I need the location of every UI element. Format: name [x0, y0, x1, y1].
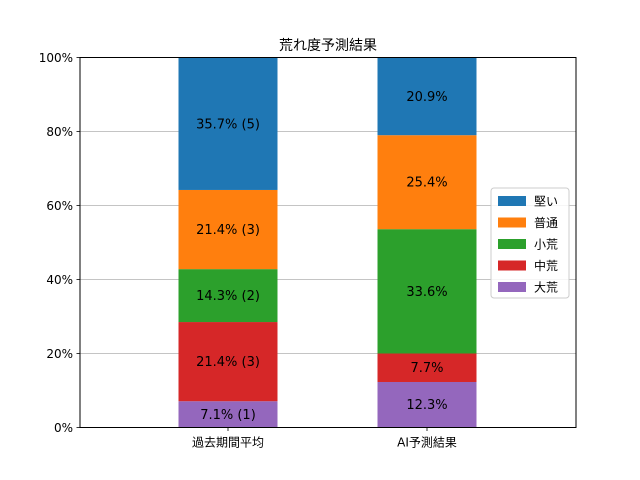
bar-segment	[377, 353, 477, 382]
y-tick-label: 80%	[46, 125, 73, 139]
bars-layer: 7.1% (1) 12.3% 21.4% (3) 7.7% 14.3% (2) 33.6%…	[178, 57, 477, 428]
plot-frame	[79, 57, 577, 428]
legend-label: 堅い	[534, 195, 558, 209]
bar-segment	[377, 57, 477, 136]
bar-data-label: 7.1% (1)	[200, 408, 256, 423]
bar-segment	[178, 57, 278, 190]
bar-segment	[178, 189, 278, 270]
legend-swatch	[498, 260, 526, 271]
legend-swatch	[498, 239, 526, 249]
legend-label: 中荒	[534, 258, 558, 273]
bar-segment	[178, 322, 278, 402]
legend-label: 小荒	[534, 238, 558, 252]
legend-swatch	[498, 196, 526, 206]
bar-segment	[178, 269, 278, 323]
axes-layer: 0% 20% 40% 60% 80% 100% 過去期間平均 AI予測結果	[39, 51, 457, 450]
bar-segment	[178, 401, 278, 428]
bar-segment	[377, 381, 477, 428]
bar-data-label: 20.9%	[406, 90, 447, 105]
legend-label: 普通	[534, 216, 558, 230]
x-tick-label: 過去期間平均	[192, 436, 264, 450]
y-tick-label: 100%	[39, 51, 73, 65]
chart-title: 荒れ度予測結果	[279, 38, 377, 54]
y-tick-label: 20%	[46, 347, 73, 361]
bar-segment	[377, 229, 477, 354]
bar-data-label: 33.6%	[406, 285, 447, 300]
y-tick-label: 60%	[46, 199, 73, 213]
bar-data-label: 21.4% (3)	[196, 355, 260, 370]
legend-swatch	[498, 217, 526, 228]
legend-swatch	[498, 282, 526, 292]
bar-data-label: 14.3% (2)	[196, 289, 260, 304]
bar-data-label: 7.7%	[410, 361, 443, 376]
legend-label: 大荒	[534, 281, 558, 295]
bar-data-label: 12.3%	[406, 398, 447, 413]
bar-data-label: 35.7% (5)	[196, 117, 260, 132]
x-tick-label: AI予測結果	[397, 436, 457, 450]
bar-segment	[377, 135, 477, 230]
y-tick-label: 40%	[46, 273, 73, 287]
bar-data-label: 25.4%	[406, 176, 447, 191]
y-tick-label: 0%	[54, 421, 73, 435]
bar-data-label: 21.4% (3)	[196, 223, 260, 238]
